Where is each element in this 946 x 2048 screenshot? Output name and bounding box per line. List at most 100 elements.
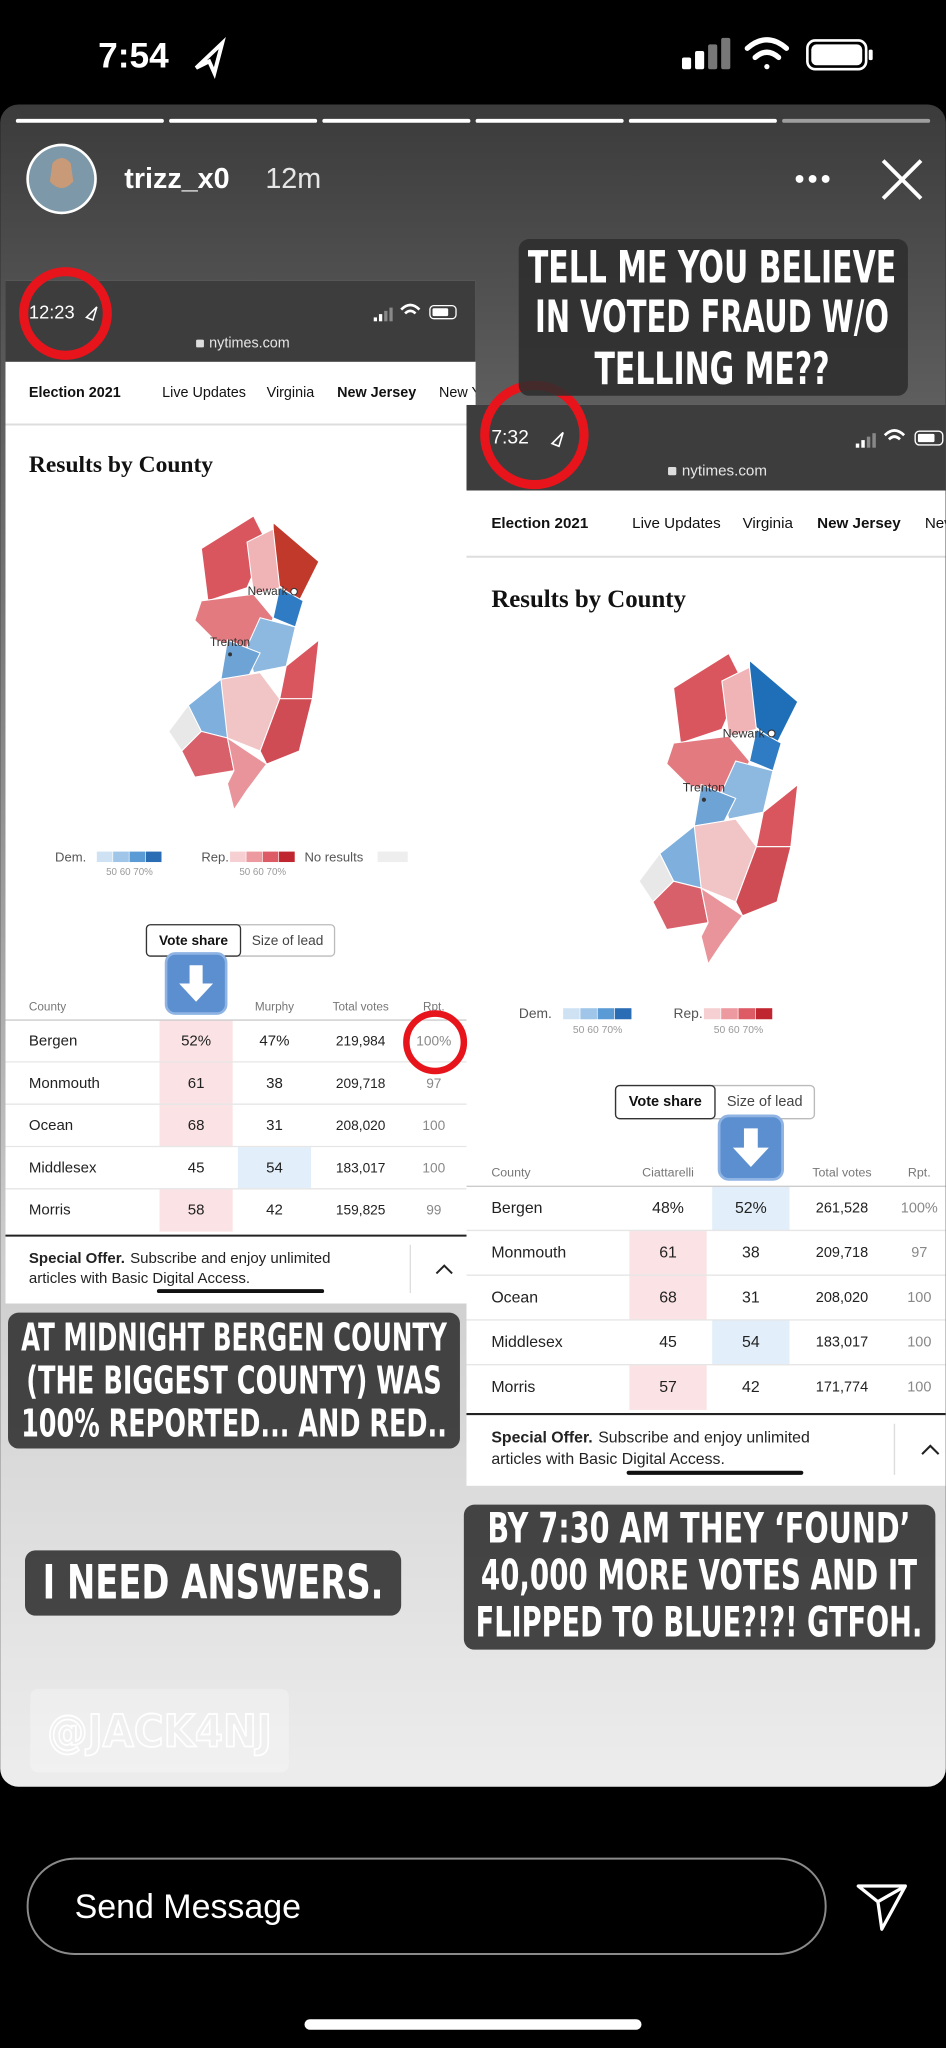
toggle-label: Vote share [629,1094,702,1110]
screenshot: 12:23 nytimes.com Election 2021 Live Update… [5,280,481,1304]
signal-bar [389,307,393,322]
table-header: Ciattarelli [642,1165,694,1179]
legend-swatch [738,1008,756,1020]
screenshot-time: 7:32 [491,428,529,449]
table-cell: 38 [266,1075,283,1092]
nav-item: Virginia [743,515,794,532]
map-label: Trenton [683,780,725,794]
table-cell: 159,825 [336,1203,386,1218]
status-time: 7:54 [98,37,169,76]
offer-expand[interactable] [435,1264,453,1275]
table-cell: 52% [181,1032,211,1049]
table-header: Total votes [812,1165,871,1179]
avatar-figure [49,158,74,189]
table-cell: 99 [426,1203,441,1218]
scroll-indicator [156,1289,325,1294]
legend-swatch [377,851,408,863]
toggle-option[interactable] [614,1084,716,1120]
legend-swatch [580,1008,597,1020]
battery-icon [806,39,873,71]
legend-swatch [145,851,162,863]
message-input[interactable] [26,1857,827,1955]
username[interactable]: trizz_x0 [124,163,229,195]
table-cell: Ocean [491,1289,538,1306]
red-circle [19,267,112,360]
legend-scale: 50 60 70% [714,1025,763,1036]
county-shape [226,736,268,812]
table-cell: 31 [742,1289,760,1306]
progress-segment [475,118,624,123]
offer-expand[interactable] [921,1444,940,1455]
send-button[interactable] [856,1884,907,1931]
caption-box [8,1312,460,1449]
legend-swatch [614,1008,632,1020]
table-cell: Bergen [29,1032,77,1049]
caption-line: BY 7:30 AM THEY ‘FOUND’ [487,1504,910,1553]
offer-text: articles with Basic Digital Access. [491,1451,725,1468]
table-cell: 45 [659,1334,677,1351]
offer-text: articles with Basic Digital Access. [29,1270,250,1287]
table-cell: 42 [266,1202,283,1219]
table-cell: 57 [659,1379,677,1396]
close-button[interactable] [881,159,923,200]
legend-dem: Dem. [519,1006,552,1021]
legend-swatch [96,851,113,863]
nav-item: New Jersey [337,385,416,401]
cell-shade [629,1365,707,1410]
arrow-glyph [732,1128,769,1167]
legend-swatch [721,1008,738,1020]
more-button[interactable] [795,175,830,183]
table-cell: 68 [659,1289,677,1306]
table-cell: 45 [188,1159,205,1176]
table-cell: 100% [901,1200,938,1216]
table-cell: 100 [907,1335,931,1351]
caption-box [518,239,908,396]
caption-line: AT MIDNIGHT BERGEN COUNTY [21,1315,447,1359]
signal-bar [855,443,860,448]
table-cell: 97 [911,1245,927,1261]
legend-swatch [262,851,279,863]
cell-shade [159,1189,233,1232]
signal-bar [866,436,871,448]
cell-shade [237,1147,312,1190]
nav-item: Election 2021 [491,515,589,532]
offer-lead: Special Offer. [29,1249,125,1266]
map-label: Trenton [210,636,250,649]
toggle-label: Size of lead [727,1094,803,1110]
signal-icon [681,37,731,70]
table-cell: 208,020 [816,1290,868,1306]
battery-level [432,308,449,317]
table-cell: 100% [416,1033,451,1048]
browser-bar [466,404,946,491]
home-indicator [304,2019,642,2030]
cell-shade [159,1104,233,1148]
nav-item: New Y [439,385,481,401]
table-cell: 100 [422,1118,445,1133]
table-cell: 47% [259,1032,289,1049]
story-age: 12m [265,163,321,195]
city-dot [290,587,298,596]
legend-rep: Rep. [674,1006,703,1021]
legend-no-results: No results [305,849,364,864]
progress-segment [15,118,164,123]
progress-segment [322,118,471,123]
scroll-indicator [626,1470,804,1475]
heading: Results by County [491,586,686,613]
screenshot-time: 12:23 [29,302,75,323]
screenshot: 7:32 nytimes.com Election 2021 Live Updates… [466,404,946,1486]
legend-scale: 50 60 70% [106,867,153,878]
signal-bar [861,440,865,448]
progress-segment [169,118,318,123]
legend-swatch [279,851,295,863]
legend-swatch [230,851,246,863]
cell-shade [629,1275,707,1321]
table-cell: 219,984 [336,1033,386,1048]
nav-item: Live Updates [162,385,246,401]
table-header: Rpt. [423,1001,445,1014]
signal-bar [373,317,377,322]
signal-bar [378,314,383,322]
caption-line: TELLING ME?? [594,344,829,395]
table-cell: 100 [907,1290,931,1306]
nav-item: New [925,515,946,532]
location-icon [550,431,564,448]
